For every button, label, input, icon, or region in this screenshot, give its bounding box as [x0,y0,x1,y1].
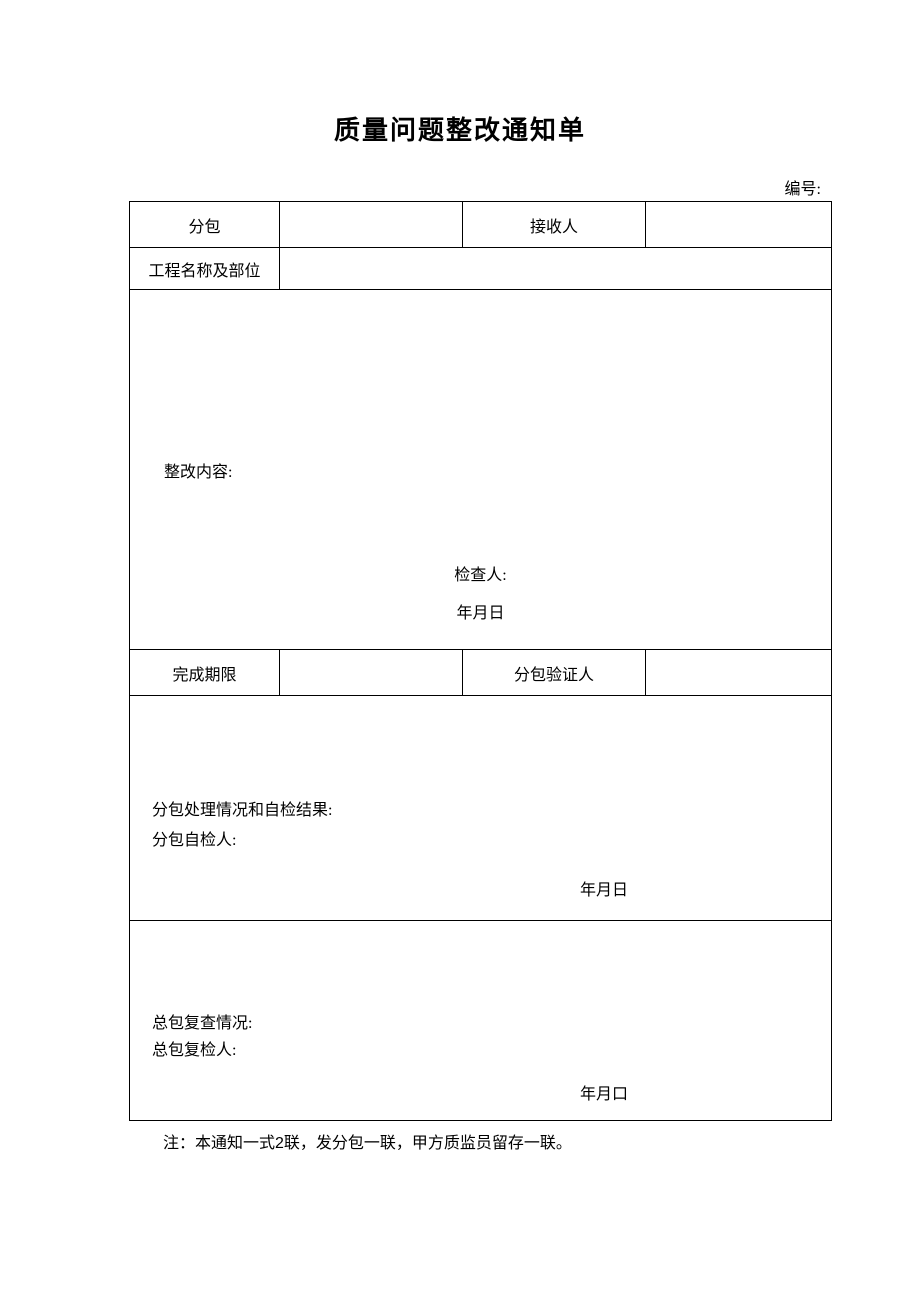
label-recheck: 总包复查情况: [152,1009,809,1033]
row-project: 工程名称及部位 [130,248,832,290]
row-deadline: 完成期限 分包验证人 [130,650,832,696]
section-recheck[interactable]: 总包复查情况: 总包复检人: 年月口 [130,921,832,1121]
row-subcontractor: 分包 接收人 [130,202,832,248]
label-self-inspection: 分包处理情况和自检结果: [152,796,809,820]
section-rectification[interactable]: 整改内容: 检查人: 年月日 [130,290,832,650]
label-recheck-inspector: 总包复检人: [152,1036,236,1060]
label-recheck-date: 年月口 [580,1080,628,1104]
footnote-suffix: 联，发分包一联，甲方质监员留存一联。 [284,1135,572,1152]
footnote-number: 2 [275,1135,284,1152]
value-recipient[interactable] [646,202,832,248]
footnote-prefix: 注：本通知一式 [163,1135,275,1152]
label-self-inspector: 分包自检人: [152,826,236,850]
page-title: 质量问题整改通知单 [95,110,825,147]
label-inspect-date: 年月日 [130,595,831,633]
row-self-inspection: 分包处理情况和自检结果: 分包自检人: 年月日 [130,696,832,921]
label-self-inspect-date: 年月日 [580,876,628,900]
form-table: 分包 接收人 工程名称及部位 整改内容: 检查人: 年月日 完成期限 分包验证人 [129,201,832,1121]
inspector-signature-block: 检查人: 年月日 [130,557,831,633]
footnote: 注：本通知一式2联，发分包一联，甲方质监员留存一联。 [163,1129,825,1153]
label-deadline: 完成期限 [130,650,280,696]
serial-number-label: 编号: [95,175,825,199]
label-inspector: 检查人: [130,557,831,595]
label-recipient: 接收人 [463,202,646,248]
value-project[interactable] [280,248,832,290]
row-rectification: 整改内容: 检查人: 年月日 [130,290,832,650]
value-verifier[interactable] [646,650,832,696]
label-project: 工程名称及部位 [130,248,280,290]
section-self-inspection[interactable]: 分包处理情况和自检结果: 分包自检人: 年月日 [130,696,832,921]
label-subcontractor: 分包 [130,202,280,248]
label-rectification-content: 整改内容: [164,458,809,482]
value-subcontractor[interactable] [280,202,463,248]
label-verifier: 分包验证人 [463,650,646,696]
row-recheck: 总包复查情况: 总包复检人: 年月口 [130,921,832,1121]
value-deadline[interactable] [280,650,463,696]
